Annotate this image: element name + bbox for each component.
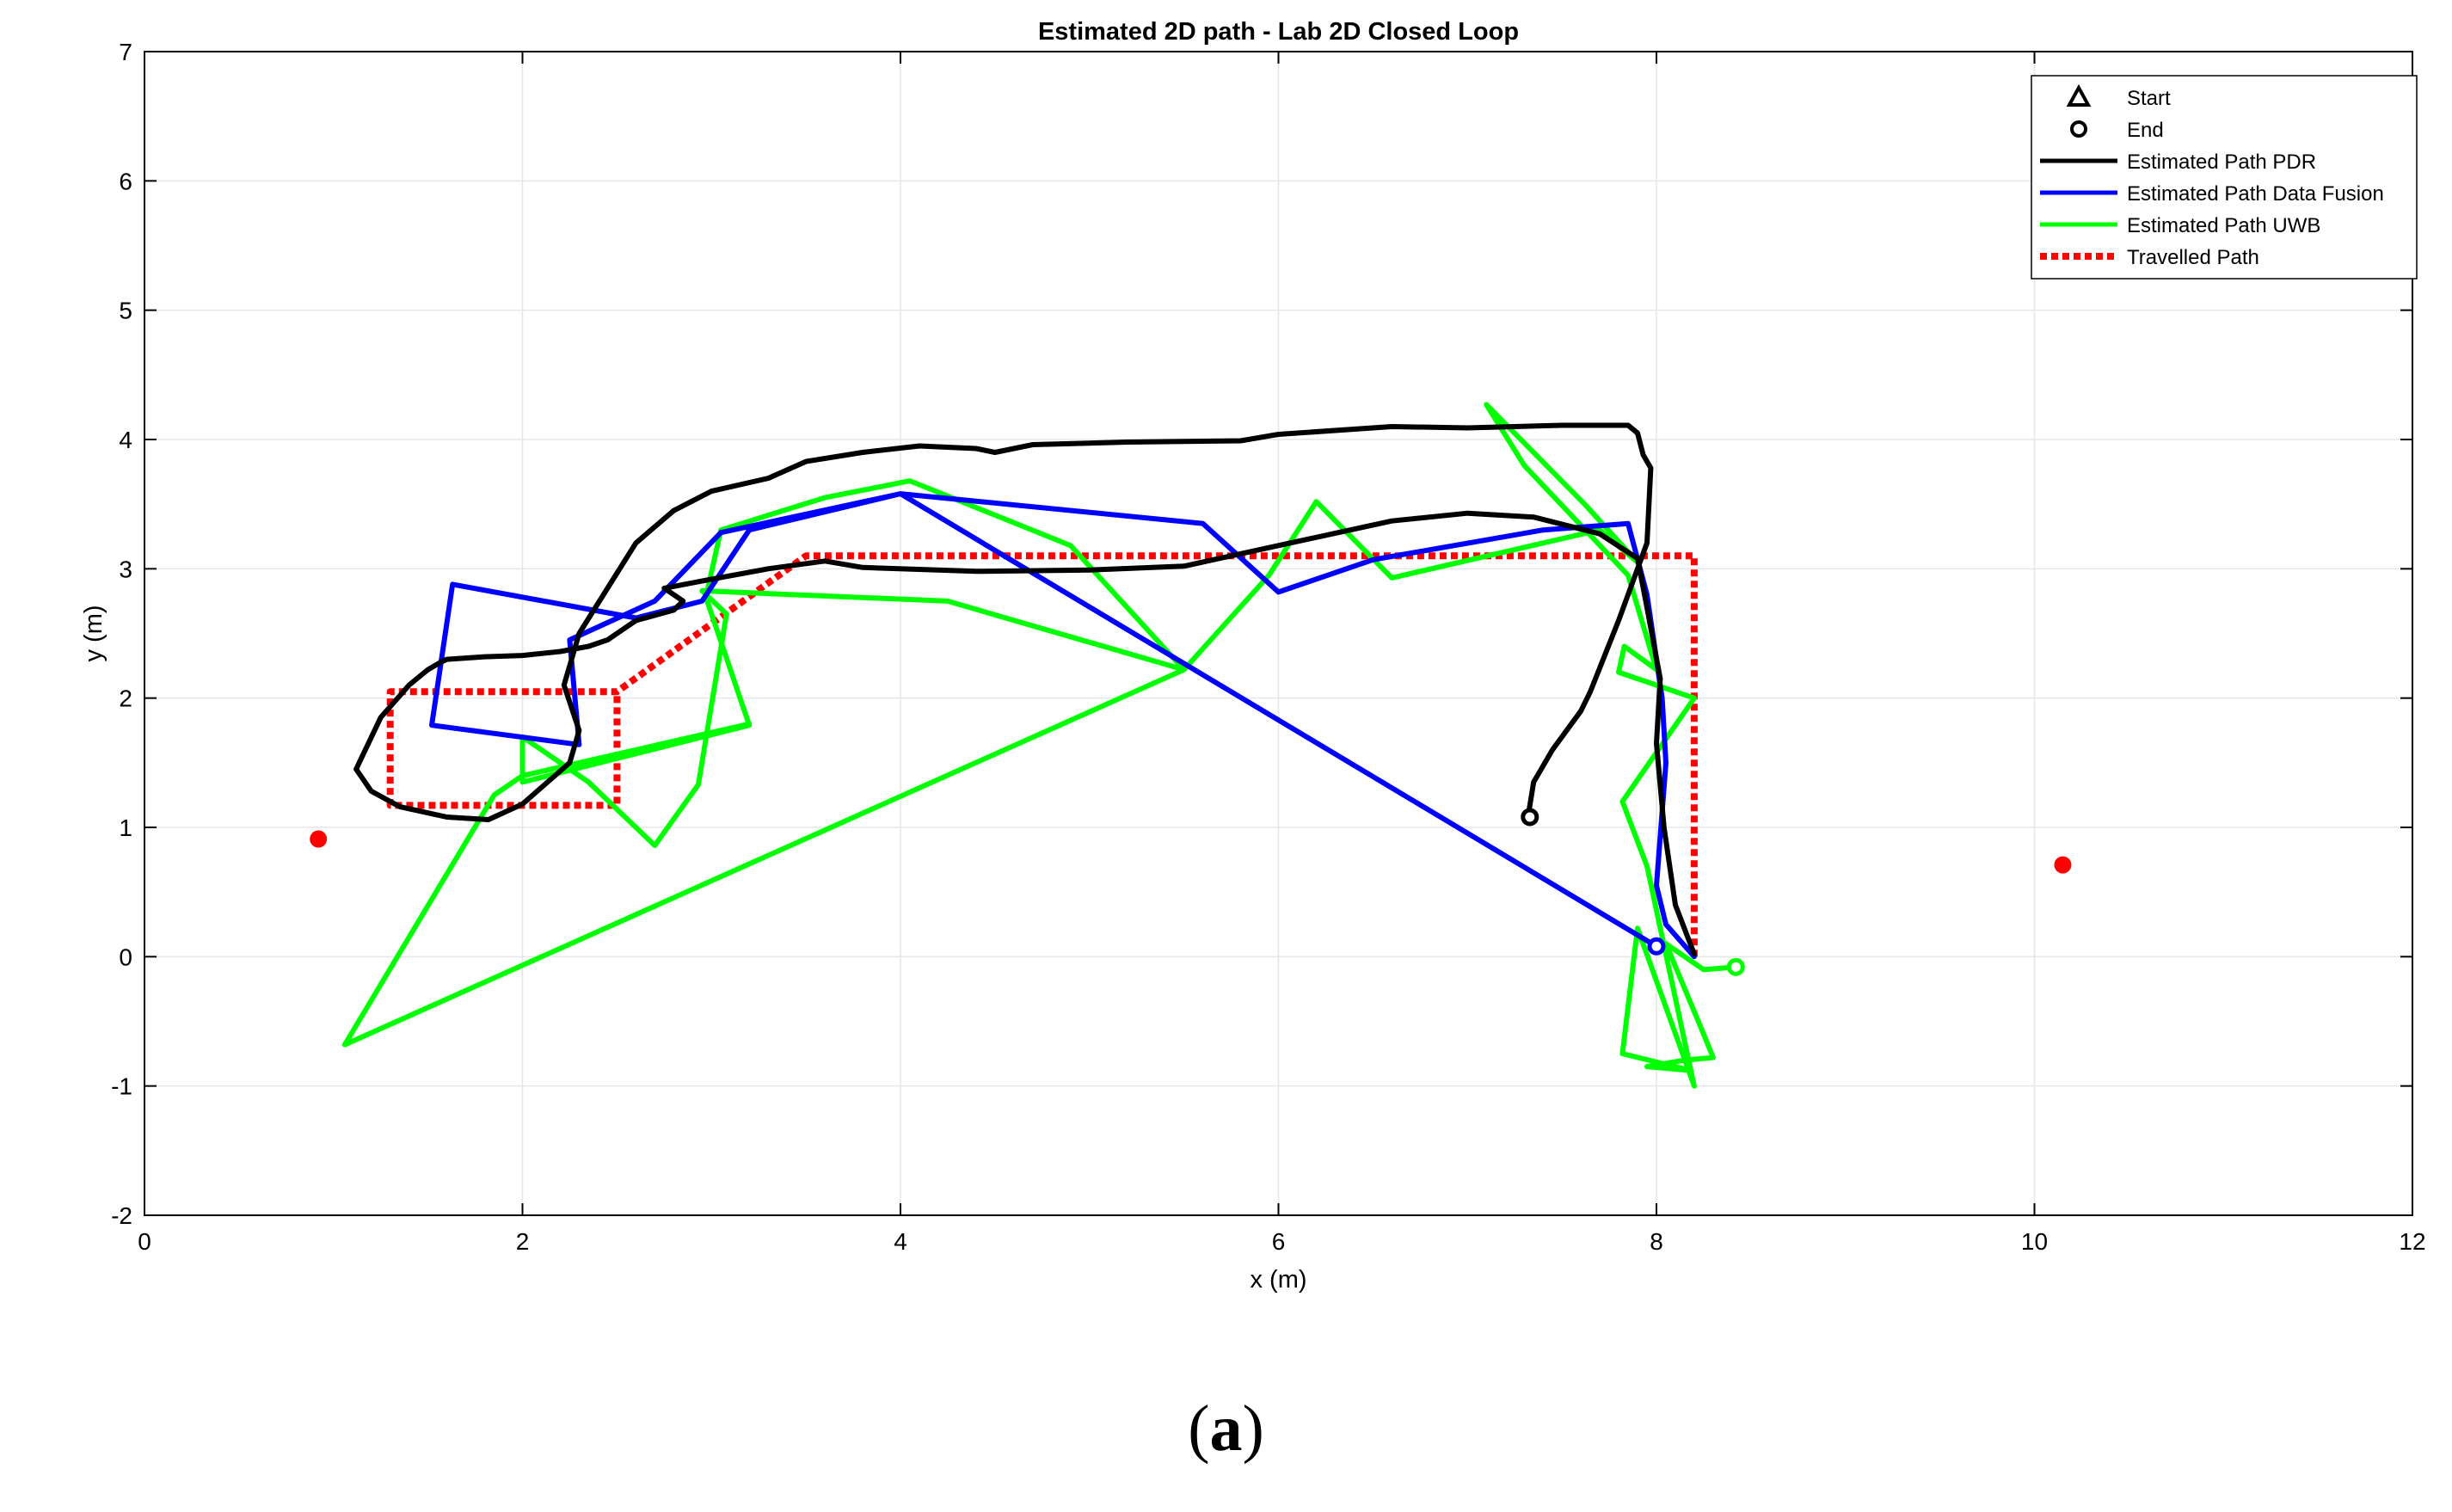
y-tick-label: 5 (119, 298, 132, 324)
series-travelled-path (386, 552, 1698, 957)
x-tick-label: 2 (516, 1228, 530, 1255)
legend-entry-label: Travelled Path (2127, 246, 2259, 269)
y-tick-label: 1 (119, 814, 132, 841)
anchor-point (310, 830, 328, 848)
legend-swatch-end (2070, 120, 2087, 138)
legend: Start End Estimated Path PDR Estimated Path… (2031, 75, 2418, 280)
y-tick-label: 4 (119, 427, 132, 453)
series-estimated-path-data-fusion (429, 491, 1697, 960)
legend-entry-label: Estimated Path PDR (2127, 151, 2316, 174)
x-tick-label: 8 (1650, 1228, 1663, 1255)
x-tick-label: 6 (1272, 1228, 1286, 1255)
y-tick-label: 7 (119, 39, 132, 65)
y-tick-label: 0 (119, 943, 132, 970)
y-tick-label: 3 (119, 556, 132, 582)
y-tick-label: 6 (119, 168, 132, 194)
caption-letter: a (1209, 1392, 1243, 1465)
anchor-point (2054, 856, 2072, 874)
end-marker (1521, 808, 1539, 827)
figure-caption: (a) (0, 1392, 2452, 1466)
x-axis-label: x (m) (1250, 1266, 1306, 1294)
legend-entry-label: Estimated Path Data Fusion (2127, 182, 2384, 206)
caption-open-paren: ( (1188, 1392, 1210, 1465)
chart-title: Estimated 2D path - Lab 2D Closed Loop (1038, 18, 1519, 46)
legend-swatch-start (2066, 83, 2092, 107)
caption-close-paren: ) (1242, 1392, 1264, 1465)
legend-entry-label: Estimated Path UWB (2127, 214, 2320, 237)
series-estimated-path-uwb (341, 402, 1739, 1089)
legend-entry-label: End (2127, 119, 2164, 142)
end-marker (1647, 937, 1666, 956)
y-tick-label: -2 (111, 1202, 132, 1229)
legend-box (2031, 75, 2418, 280)
x-tick-label: 12 (2399, 1228, 2425, 1255)
end-marker (1726, 957, 1745, 976)
y-axis-label: y (m) (80, 605, 108, 661)
marker-layer (310, 808, 2072, 976)
x-tick-label: 4 (894, 1228, 907, 1255)
x-tick-label: 10 (2021, 1228, 2048, 1255)
x-tick-label: 0 (138, 1228, 151, 1255)
series-estimated-path-pdr (353, 422, 1697, 957)
y-tick-label: 2 (119, 685, 132, 712)
y-tick-label: -1 (111, 1073, 132, 1100)
series-layer (341, 402, 1739, 1089)
legend-entry-label: Start (2127, 87, 2171, 110)
